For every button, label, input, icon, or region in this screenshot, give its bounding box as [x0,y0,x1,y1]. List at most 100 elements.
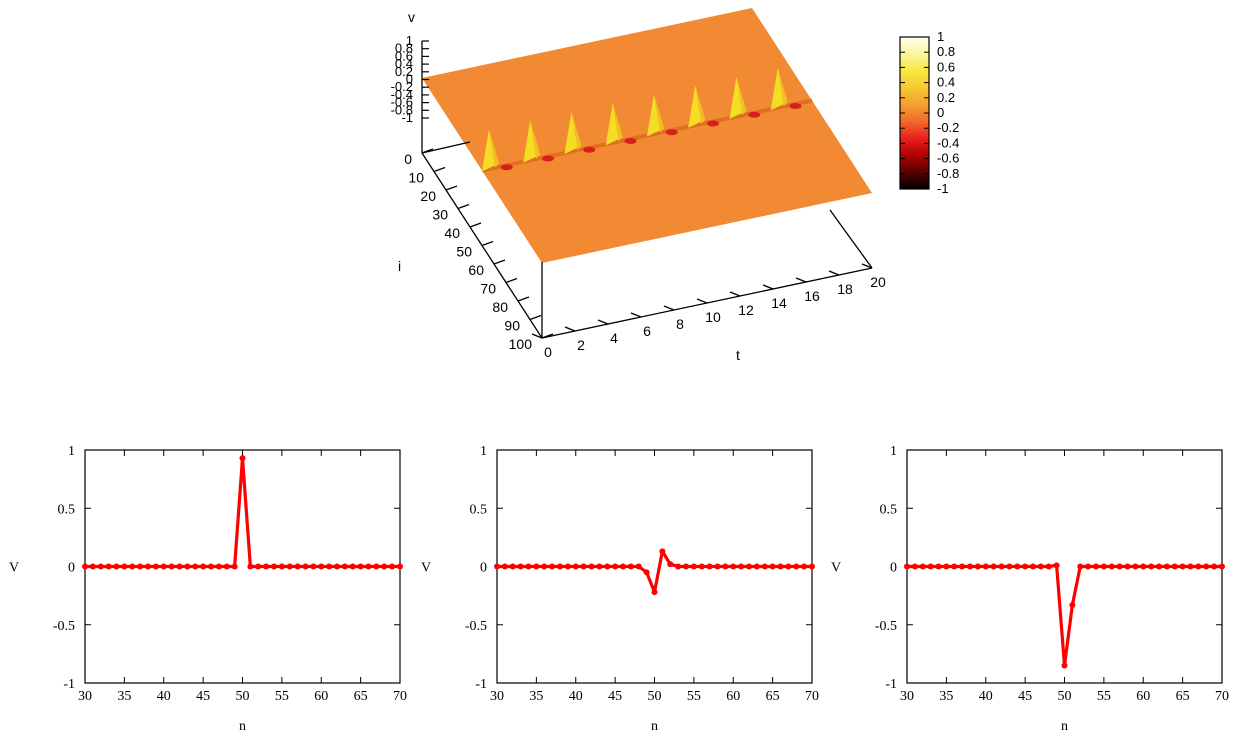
data-point [294,563,301,570]
t-tick-label: 6 [643,323,651,339]
data-point [1045,563,1052,570]
data-point [168,563,175,570]
y-tick-label: -1 [475,677,487,692]
y-tick-label: -0.5 [53,619,75,634]
data-point [1061,662,1068,669]
y-tick-label: 0.5 [58,502,76,517]
data-point [208,563,214,570]
t-tick [531,333,543,339]
x-tick-label: 65 [354,689,368,704]
data-point [541,563,548,570]
i-tick-label: 30 [432,207,448,223]
t-tick [597,319,609,325]
data-point [365,563,372,570]
x-tick-label: 60 [726,689,740,704]
i-tick [481,240,494,247]
data-point [919,563,926,570]
data-point [604,563,611,570]
data-point [746,563,752,570]
t-tick [564,326,576,332]
data-point [247,563,254,570]
data-point [557,563,563,570]
t-tick-label: 14 [771,295,787,311]
data-point [927,563,934,570]
colorbar-tick-label: 0.8 [937,44,955,59]
surface-spike-shade [653,94,664,133]
i-tick-label: 40 [444,225,460,241]
surface-trough [748,111,761,118]
surface-trough [789,103,802,109]
data-point [1156,563,1162,570]
data-point [809,563,815,570]
data-point [1077,563,1084,570]
data-point [152,563,159,570]
x-tick-label: 60 [314,689,328,704]
data-point [271,563,277,570]
data-point [801,563,808,570]
y-tick-label: 1 [68,444,75,459]
data-point [1108,563,1115,570]
data-point [935,563,942,570]
t-tick-label: 0 [544,344,552,360]
data-point [643,569,650,576]
data-point [533,563,540,570]
x-tick-label: 65 [1176,689,1190,704]
data-point [231,563,238,570]
i-tick-label: 80 [492,299,508,315]
t-tick [729,291,741,297]
data-point [1014,563,1021,570]
surface-trough [542,155,554,162]
colorbar-tick-label: -0.6 [937,151,959,166]
y-tick-label: 1 [890,444,897,459]
data-point [998,563,1005,570]
z-tick-label: 0.2 [395,64,413,79]
surface-plane [422,8,872,263]
x-tick-label: 45 [196,689,210,704]
x-axis-label: n [1061,719,1068,734]
x-tick-label: 30 [900,689,914,704]
i-tick-label: 0 [404,151,412,167]
data-point [1171,563,1178,570]
i-tick [493,259,506,265]
i-tick [445,185,458,191]
t-tick [696,298,708,304]
data-point [1132,563,1139,570]
data-point [967,563,973,570]
surface-spike-shade [530,120,541,159]
data-point [160,563,167,570]
i-tick [421,148,434,154]
surface-trough [707,120,719,127]
x-tick-label: 35 [939,689,953,704]
t-tick [630,312,642,318]
data-point [1069,601,1076,608]
data-point [129,563,136,570]
data-point [793,563,800,570]
data-point [761,563,768,570]
t-tick [762,284,774,290]
data-point [121,563,128,570]
t-tick-label: 2 [577,337,585,353]
data-point [137,563,144,570]
i-tick [529,314,542,321]
t-tick-label: 4 [610,330,618,346]
data-point [753,563,760,570]
x-tick-label: 70 [805,689,819,704]
y-axis-label: V [421,561,431,576]
t-axis-label: t [736,347,740,363]
colorbar-tick-label: -0.8 [937,166,959,181]
colorbar-tick-label: -1 [937,181,949,196]
data-point [1022,563,1029,570]
i-axis-label: i [398,258,401,274]
series-line [907,563,1222,668]
x-tick-label: 55 [1097,689,1111,704]
data-point [730,563,737,570]
data-point [738,563,745,570]
data-point [982,563,989,570]
colorbar-tick-label: -0.4 [937,135,959,150]
z-tick-label: -0.8 [391,102,413,117]
data-point [397,563,403,570]
data-point [1187,563,1194,570]
t-tick-label: 8 [676,316,684,332]
i-tick [517,296,530,302]
line-chart-1: 30 35 40 45 50 55 60 65 70 1 0.5 0 -0.5 -1 n V [9,444,407,734]
